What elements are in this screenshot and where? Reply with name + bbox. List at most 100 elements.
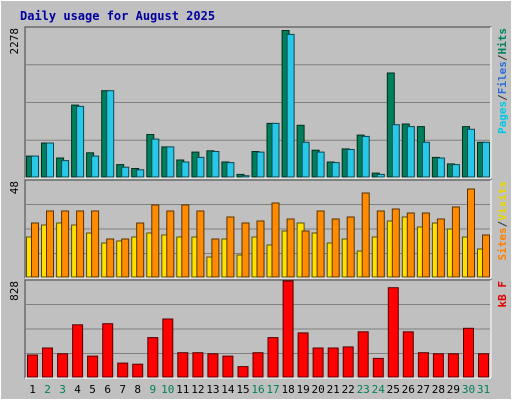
bar-files-day-14 [226, 162, 235, 178]
x-tick-label: 22 [342, 383, 355, 396]
bar-kb-f-day-22 [342, 346, 354, 378]
bar-kb-f-day-4 [72, 324, 84, 378]
bar-kb-f-day-23 [357, 331, 369, 378]
bar-visits-day-31 [482, 234, 490, 278]
bar-visits-day-27 [421, 212, 430, 278]
x-tick-label: 27 [417, 383, 430, 396]
bar-kb-f-day-19 [297, 332, 309, 378]
bar-kb-f-day-12 [192, 352, 204, 378]
bar-files-day-29 [451, 164, 460, 178]
x-tick-label: 12 [191, 383, 204, 396]
bar-files-day-12 [196, 156, 205, 178]
bar-files-day-17 [271, 122, 280, 178]
bar-files-day-9 [151, 138, 160, 178]
bar-files-day-2 [46, 142, 54, 178]
bar-files-day-10 [166, 146, 175, 178]
bar-files-day-4 [76, 105, 85, 178]
x-tick-label: 26 [402, 383, 415, 396]
bar-visits-day-16 [256, 220, 265, 278]
bar-files-day-13 [211, 151, 220, 178]
y-max-label: 828 [8, 281, 21, 301]
bar-files-day-22 [346, 149, 355, 178]
legend-entry: kB F [496, 281, 509, 308]
x-tick-label: 15 [236, 383, 249, 396]
bar-files-day-24 [376, 173, 385, 178]
bar-visits-day-17 [271, 202, 280, 278]
bar-kb-f-day-29 [447, 353, 459, 378]
bar-visits-day-30 [467, 188, 475, 278]
x-tick-label: 28 [432, 383, 445, 396]
x-tick-label: 24 [372, 383, 386, 396]
bar-visits-day-13 [211, 238, 220, 278]
bar-files-day-16 [256, 151, 265, 178]
bar-visits-day-26 [406, 212, 415, 278]
bar-kb-f-day-3 [57, 353, 69, 378]
bar-visits-day-24 [376, 210, 385, 278]
bar-kb-f-day-21 [327, 347, 339, 378]
bar-files-day-21 [331, 162, 340, 178]
legend: kB F [496, 281, 509, 308]
bar-kb-f-day-27 [417, 352, 429, 378]
legend-entry: Sites [496, 227, 509, 260]
bar-kb-f-day-6 [102, 323, 114, 378]
legend-entry: Pages [496, 101, 509, 134]
bar-files-day-27 [421, 141, 430, 178]
bar-visits-day-29 [451, 206, 460, 278]
bar-visits-day-19 [301, 230, 310, 278]
x-tick-label: 21 [327, 383, 340, 396]
bar-files-day-3 [61, 160, 70, 178]
bar-files-day-7 [121, 166, 130, 178]
bar-kb-f-day-16 [252, 352, 264, 378]
bar-files-day-25 [391, 124, 400, 178]
legend-entry: Visits [496, 181, 509, 221]
bar-visits-day-12 [196, 210, 205, 278]
y-max-label: 2278 [8, 28, 21, 55]
bar-kb-f-day-25 [387, 287, 399, 378]
bar-files-day-30 [467, 128, 475, 178]
x-tick-label: 17 [266, 383, 279, 396]
chart-title: Daily usage for August 2025 [20, 9, 215, 23]
bar-kb-f-day-5 [87, 355, 99, 378]
x-tick-label: 25 [387, 383, 400, 396]
x-tick-label: 6 [104, 383, 111, 396]
x-tick-label: 31 [477, 383, 490, 396]
bar-files-day-31 [482, 141, 490, 178]
legend-entry: / [496, 94, 509, 101]
bar-visits-day-7 [121, 238, 130, 278]
x-tick-label: 20 [311, 383, 324, 396]
bar-kb-f-day-30 [463, 327, 474, 378]
bar-visits-day-1 [31, 222, 39, 278]
bar-files-day-23 [361, 135, 370, 178]
bar-files-day-15 [241, 175, 250, 178]
x-tick-label: 1 [29, 383, 36, 396]
bar-files-day-5 [91, 155, 100, 178]
legend-entry: Hits [496, 28, 509, 55]
bar-files-day-1 [31, 155, 39, 178]
bar-visits-day-22 [346, 216, 355, 278]
x-tick-label: 18 [281, 383, 294, 396]
legend: Sites/Visits [496, 181, 509, 261]
x-tick-label: 16 [251, 383, 264, 396]
bar-kb-f-day-17 [267, 337, 279, 378]
x-tick-label: 23 [357, 383, 370, 396]
bar-visits-day-8 [136, 222, 145, 278]
bar-visits-day-18 [286, 218, 295, 278]
x-tick-label: 3 [59, 383, 66, 396]
bar-kb-f-day-26 [402, 331, 414, 378]
x-tick-label: 8 [134, 383, 141, 396]
bar-files-day-8 [136, 169, 145, 178]
bar-kb-f-day-9 [147, 337, 159, 378]
x-tick-label: 30 [462, 383, 475, 396]
bar-visits-day-2 [46, 210, 54, 278]
bar-kb-f-day-31 [478, 353, 489, 378]
bar-visits-day-14 [226, 216, 235, 278]
x-tick-label: 13 [206, 383, 219, 396]
bar-files-day-28 [436, 157, 445, 178]
bar-kb-f-day-11 [177, 352, 189, 378]
bar-kb-f-day-7 [117, 362, 129, 378]
y-max-label: 48 [8, 181, 21, 194]
bar-kb-f-day-10 [162, 318, 174, 378]
bar-files-day-6 [106, 90, 115, 178]
